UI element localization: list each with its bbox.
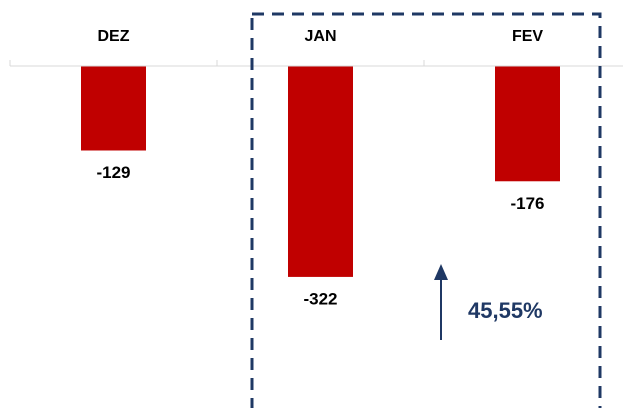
data-label: -176	[510, 194, 544, 213]
bar	[81, 66, 146, 151]
arrow-head	[434, 264, 448, 280]
category-label: FEV	[512, 28, 543, 45]
data-label: -322	[303, 289, 337, 308]
category-label: JAN	[304, 28, 336, 45]
annotation: 45,55%	[468, 298, 543, 323]
bar	[495, 66, 560, 182]
category-label: DEZ	[98, 28, 130, 45]
highlight-box	[250, 12, 602, 408]
bar	[288, 66, 353, 277]
data-label: -129	[96, 163, 130, 182]
